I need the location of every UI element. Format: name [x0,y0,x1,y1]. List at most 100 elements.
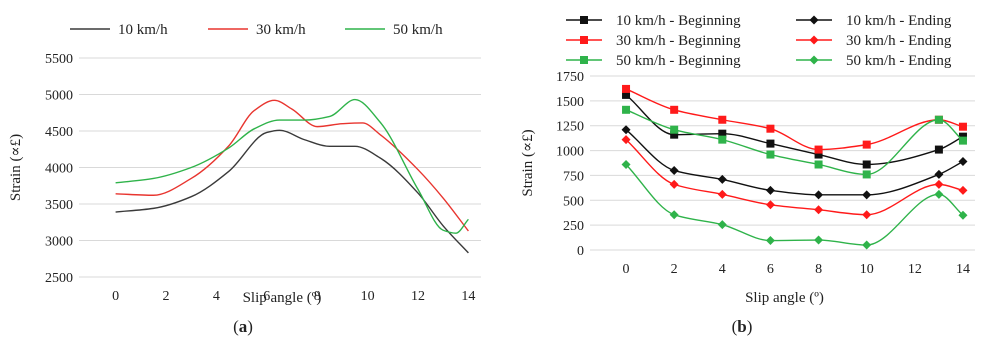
x-tick-label: 2 [163,289,170,304]
data-point-square [814,150,823,159]
y-tick-label: 250 [563,219,584,234]
data-point-square [766,124,775,133]
data-point-square [622,105,631,114]
y-axis-label: Strain (∝£) [520,129,536,196]
data-point-square [766,139,775,148]
x-tick-label: 2 [671,262,678,277]
x-tick-label: 4 [213,289,220,304]
data-point-square [718,115,727,124]
y-tick-label: 500 [563,194,584,209]
x-tick-label: 14 [461,289,475,304]
x-tick-label: 12 [411,289,425,304]
y-tick-label: 2500 [45,271,73,286]
data-point-square [670,105,679,114]
data-point-diamond [765,200,775,210]
data-point-diamond [862,190,872,200]
data-point-square [622,84,631,93]
y-tick-label: 1000 [556,145,584,160]
data-point-diamond [934,189,944,199]
data-point-square [934,145,943,154]
x-tick-label: 8 [314,289,321,304]
y-tick-label: 4000 [45,162,73,177]
legend-marker-diamond [809,55,819,65]
data-point-square [958,136,967,145]
panel-label-close-paren: ) [247,317,253,336]
legend-marker-diamond [809,15,819,25]
y-tick-label: 750 [563,169,584,184]
series-line [625,88,964,151]
y-tick-label: 5000 [45,89,73,104]
legend-label: 50 km/h - Beginning [616,53,741,69]
legend-label: 30 km/h - Ending [846,33,952,49]
data-point-diamond [958,210,968,220]
y-tick-label: 3500 [45,198,73,213]
data-point-square [862,160,871,169]
legend-label: 10 km/h - Beginning [616,13,741,29]
data-point-diamond [765,236,775,246]
data-point-diamond [934,169,944,179]
panel-label-close-paren: ) [747,317,753,336]
data-point-diamond [717,189,727,199]
data-point-diamond [814,205,824,215]
data-point-diamond [958,157,968,167]
legend-label: 50 km/h - Ending [846,53,952,69]
legend-marker-diamond [809,35,819,45]
data-point-diamond [717,220,727,230]
series-line [115,98,469,234]
data-point-diamond [934,179,944,189]
chart-panel-b: 0 250 500 750 1000 1250 1500 1750 0 2 4 6 8 10 12 14 Sli… [520,13,975,336]
series-line [625,109,964,176]
legend-label: 30 km/h - Beginning [616,33,741,49]
data-point-square [958,122,967,131]
data-point-diamond [814,235,824,245]
x-tick-label: 8 [815,262,822,277]
data-point-diamond [814,190,824,200]
x-tick-label: 6 [263,289,270,304]
data-point-diamond [621,159,631,169]
data-point-square [766,150,775,159]
data-point-diamond [717,174,727,184]
x-tick-label: 12 [908,262,922,277]
data-point-square [718,129,727,138]
series-line [115,129,469,254]
legend-label: 10 km/h [118,22,168,38]
data-point-diamond [669,179,679,189]
legend-label: 30 km/h [256,22,306,38]
y-tick-label: 0 [577,244,584,259]
y-tick-label: 1250 [556,120,584,135]
x-tick-label: 4 [719,262,726,277]
y-tick-label: 4500 [45,125,73,140]
x-tick-label: 0 [623,262,630,277]
panel-label-letter: a [239,317,248,336]
panel-label-letter: b [737,317,746,336]
panel-label-open-paren: ( [732,317,738,336]
panel-label: (b) [732,317,753,336]
y-tick-label: 1500 [556,95,584,110]
data-point-square [934,115,943,124]
legend-marker-square [580,16,588,24]
data-point-diamond [669,210,679,220]
legend-label: 50 km/h [393,22,443,38]
panel-label: (a) [233,317,253,336]
data-point-square [718,135,727,144]
chart-panel-a: 2500 3000 3500 4000 4500 5000 5500 0 2 4 6 8 10 12 14 S… [8,22,481,336]
data-point-square [670,130,679,139]
x-axis-label: Slip angle (º) [243,290,322,306]
data-point-square [862,170,871,179]
legend-marker-square [580,56,588,64]
data-point-square [670,125,679,134]
x-tick-label: 0 [112,289,119,304]
data-point-square [814,160,823,169]
data-point-diamond [862,210,872,220]
data-point-square [862,140,871,149]
data-point-square [622,90,631,99]
y-tick-label: 5500 [45,52,73,67]
data-point-diamond [669,165,679,175]
data-point-square [814,145,823,154]
data-point-diamond [621,125,631,135]
data-point-diamond [765,185,775,195]
legend-label: 10 km/h - Ending [846,13,952,29]
x-tick-label: 10 [361,289,375,304]
series-line [625,164,964,246]
